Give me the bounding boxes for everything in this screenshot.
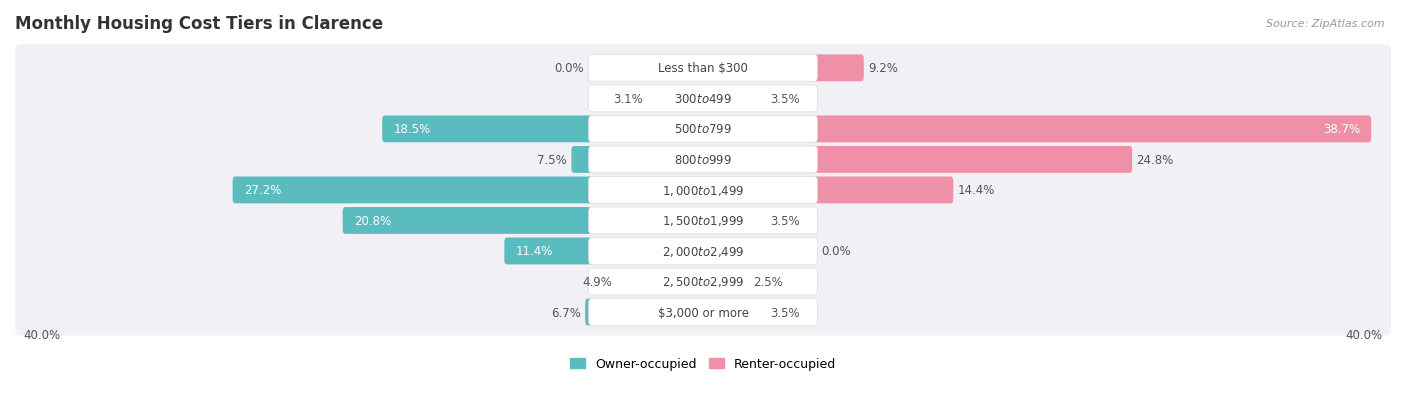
- FancyBboxPatch shape: [589, 116, 817, 143]
- FancyBboxPatch shape: [15, 106, 1391, 153]
- Text: 4.9%: 4.9%: [582, 275, 612, 288]
- Text: 11.4%: 11.4%: [516, 245, 553, 258]
- Legend: Owner-occupied, Renter-occupied: Owner-occupied, Renter-occupied: [569, 357, 837, 370]
- FancyBboxPatch shape: [15, 45, 1391, 92]
- FancyBboxPatch shape: [15, 167, 1391, 214]
- FancyBboxPatch shape: [15, 289, 1391, 336]
- Text: 9.2%: 9.2%: [868, 62, 898, 75]
- Text: 3.5%: 3.5%: [770, 93, 800, 106]
- FancyBboxPatch shape: [813, 116, 1371, 143]
- FancyBboxPatch shape: [589, 147, 817, 173]
- FancyBboxPatch shape: [585, 299, 593, 326]
- Text: $1,500 to $1,999: $1,500 to $1,999: [662, 214, 744, 228]
- FancyBboxPatch shape: [589, 177, 817, 204]
- Text: 0.0%: 0.0%: [555, 62, 585, 75]
- Text: 40.0%: 40.0%: [1346, 329, 1382, 342]
- FancyBboxPatch shape: [589, 86, 817, 112]
- Text: Less than $300: Less than $300: [658, 62, 748, 75]
- Text: 18.5%: 18.5%: [394, 123, 430, 136]
- Text: 40.0%: 40.0%: [24, 329, 60, 342]
- Text: $300 to $499: $300 to $499: [673, 93, 733, 106]
- FancyBboxPatch shape: [15, 197, 1391, 244]
- FancyBboxPatch shape: [589, 207, 817, 234]
- FancyBboxPatch shape: [813, 55, 863, 82]
- Text: 6.7%: 6.7%: [551, 306, 581, 319]
- Text: Source: ZipAtlas.com: Source: ZipAtlas.com: [1267, 19, 1385, 28]
- Text: $2,000 to $2,499: $2,000 to $2,499: [662, 244, 744, 259]
- FancyBboxPatch shape: [343, 207, 593, 234]
- FancyBboxPatch shape: [382, 116, 593, 143]
- FancyBboxPatch shape: [589, 268, 817, 295]
- Text: $3,000 or more: $3,000 or more: [658, 306, 748, 319]
- Text: 3.5%: 3.5%: [770, 306, 800, 319]
- Text: 24.8%: 24.8%: [1136, 154, 1174, 166]
- FancyBboxPatch shape: [571, 147, 593, 173]
- Text: 3.1%: 3.1%: [613, 93, 643, 106]
- Text: 0.0%: 0.0%: [821, 245, 851, 258]
- FancyBboxPatch shape: [15, 76, 1391, 123]
- Text: 2.5%: 2.5%: [752, 275, 783, 288]
- Text: $500 to $799: $500 to $799: [673, 123, 733, 136]
- FancyBboxPatch shape: [589, 299, 817, 326]
- FancyBboxPatch shape: [15, 228, 1391, 275]
- FancyBboxPatch shape: [813, 177, 953, 204]
- Text: Monthly Housing Cost Tiers in Clarence: Monthly Housing Cost Tiers in Clarence: [15, 15, 382, 33]
- Text: $1,000 to $1,499: $1,000 to $1,499: [662, 183, 744, 197]
- Text: 3.5%: 3.5%: [770, 214, 800, 228]
- FancyBboxPatch shape: [15, 259, 1391, 305]
- Text: $2,500 to $2,999: $2,500 to $2,999: [662, 275, 744, 289]
- Text: 27.2%: 27.2%: [243, 184, 281, 197]
- Text: 7.5%: 7.5%: [537, 154, 567, 166]
- Text: 20.8%: 20.8%: [354, 214, 391, 228]
- Text: 38.7%: 38.7%: [1323, 123, 1360, 136]
- Text: $800 to $999: $800 to $999: [673, 154, 733, 166]
- FancyBboxPatch shape: [15, 137, 1391, 183]
- Text: 14.4%: 14.4%: [957, 184, 995, 197]
- FancyBboxPatch shape: [589, 55, 817, 82]
- FancyBboxPatch shape: [589, 238, 817, 265]
- FancyBboxPatch shape: [813, 147, 1132, 173]
- FancyBboxPatch shape: [232, 177, 593, 204]
- FancyBboxPatch shape: [505, 238, 593, 265]
